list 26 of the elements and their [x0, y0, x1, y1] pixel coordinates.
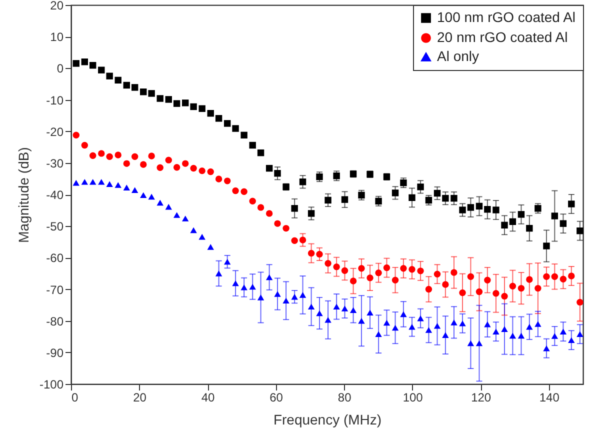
- y-tick-label: -70: [46, 282, 64, 297]
- x-axis-title: Frequency (MHz): [273, 412, 382, 428]
- y-tick-label: -40: [46, 188, 64, 202]
- legend-label: 20 nm rGO coated Al: [437, 29, 568, 45]
- y-tick-label: -10: [46, 93, 64, 108]
- y-tick-label: 20: [50, 0, 64, 12]
- y-tick-label: -80: [46, 314, 64, 328]
- x-tick-label: 100: [402, 390, 424, 404]
- legend-label: 100 nm rGO coated Al: [437, 9, 576, 25]
- legend-label: Al only: [437, 48, 480, 64]
- x-tick-label: 120: [471, 390, 492, 404]
- y-tick-label: -20: [46, 124, 64, 139]
- y-tick-label: 10: [50, 30, 64, 44]
- y-tick-label: -60: [46, 251, 64, 266]
- x-tick-label: 80: [338, 390, 352, 404]
- y-tick-label: -100: [39, 378, 64, 392]
- y-axis-title: Magnitude (dB): [15, 147, 32, 243]
- x-tick-label: 140: [539, 390, 560, 404]
- y-tick-label: -30: [46, 156, 64, 170]
- x-tick-label: 60: [270, 390, 284, 404]
- x-tick-label: 0: [72, 390, 78, 404]
- x-tick-label: 20: [133, 390, 147, 404]
- y-tick-label: 0: [56, 62, 64, 76]
- x-tick-label: 40: [201, 390, 216, 404]
- y-tick-label: -50: [46, 220, 64, 234]
- y-tick-label: -90: [46, 346, 64, 360]
